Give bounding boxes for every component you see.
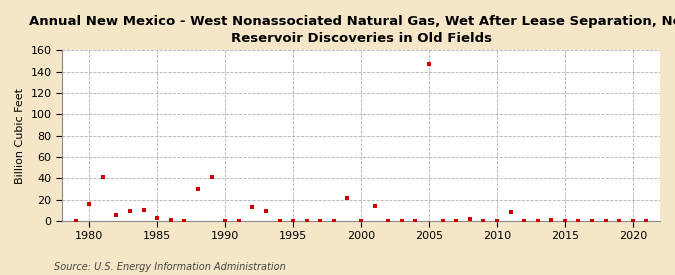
Point (491, 219, 502, 223)
Point (464, 217, 475, 221)
Point (234, 219, 244, 223)
Point (533, 219, 543, 223)
Point (478, 219, 489, 223)
Point (424, 62, 435, 66)
Point (84, 202, 95, 206)
Point (179, 219, 190, 223)
Point (396, 219, 407, 223)
Point (546, 218, 557, 222)
Point (342, 195, 353, 200)
Point (301, 219, 312, 223)
Point (383, 219, 394, 223)
Point (165, 218, 176, 222)
Point (125, 209, 136, 214)
Text: Source: U.S. Energy Information Administration: Source: U.S. Energy Information Administ… (54, 262, 286, 272)
Point (152, 216, 163, 220)
Point (600, 219, 611, 223)
Point (587, 219, 597, 223)
Point (329, 219, 340, 223)
Point (206, 175, 217, 180)
Point (138, 208, 149, 213)
Point (288, 219, 298, 223)
Point (220, 219, 231, 223)
Point (369, 204, 380, 208)
Point (410, 219, 421, 223)
Point (111, 212, 122, 217)
Point (192, 187, 203, 191)
Point (560, 219, 570, 223)
Point (518, 219, 529, 223)
Point (573, 219, 584, 223)
Y-axis label: Billion Cubic Feet: Billion Cubic Feet (15, 88, 25, 184)
Point (97, 175, 108, 180)
Point (315, 219, 325, 223)
Point (247, 205, 258, 209)
Point (451, 219, 462, 223)
Point (641, 219, 652, 223)
Point (261, 209, 271, 214)
Point (356, 219, 367, 223)
Point (614, 219, 624, 223)
Point (70, 219, 81, 223)
Point (437, 219, 448, 223)
Point (274, 219, 285, 223)
Point (505, 210, 516, 215)
Title: Annual New Mexico - West Nonassociated Natural Gas, Wet After Lease Separation, : Annual New Mexico - West Nonassociated N… (28, 15, 675, 45)
Point (628, 219, 639, 223)
